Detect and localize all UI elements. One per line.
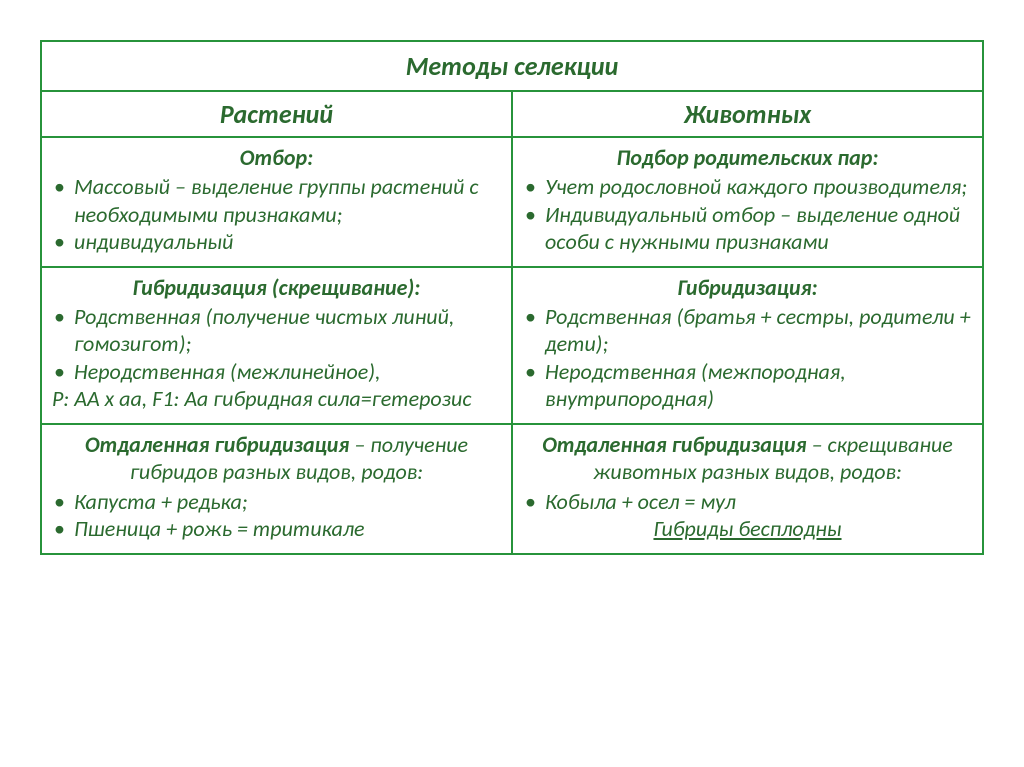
table-row: Гибридизация (скрещивание): Родственная … [41, 267, 983, 424]
cell-animals-selection: Подбор родительских пар: Учет родословно… [512, 137, 983, 267]
list-item: индивидуальный [52, 228, 501, 256]
cell-lead: Отдаленная гибридизация – получение гибр… [52, 431, 501, 486]
cell-heading: Гибридизация (скрещивание): [52, 274, 501, 301]
list-item: Учет родословной каждого производителя; [523, 173, 972, 201]
cell-lead: Отдаленная гибридизация – скрещивание жи… [523, 431, 972, 486]
table-row: Отбор: Массовый – выделение группы расте… [41, 137, 983, 267]
col-right-header: Животных [512, 91, 983, 137]
list-item: Кобыла + осел = мул [523, 488, 972, 516]
cell-plants-hybridization: Гибридизация (скрещивание): Родственная … [41, 267, 512, 424]
list-item: Массовый – выделение группы растений с н… [52, 173, 501, 228]
table-title: Методы селекции [41, 41, 983, 91]
list-item: Индивидуальный отбор – выделение одной о… [523, 201, 972, 256]
list-item: Капуста + редька; [52, 488, 501, 516]
cell-list: Кобыла + осел = мул [523, 488, 972, 516]
cell-heading: Подбор родительских пар: [523, 144, 972, 171]
cell-list: Родственная (получение чистых линий, гом… [52, 303, 501, 386]
cell-list: Капуста + редька; Пшеница + рожь = трити… [52, 488, 501, 543]
column-headers-row: Растений Животных [41, 91, 983, 137]
col-left-header: Растений [41, 91, 512, 137]
cell-heading: Гибридизация: [523, 274, 972, 301]
list-item: Родственная (братья + сестры, родители +… [523, 303, 972, 358]
title-row: Методы селекции [41, 41, 983, 91]
list-item: Родственная (получение чистых линий, гом… [52, 303, 501, 358]
list-item: Неродственная (межпородная, внутрипородн… [523, 358, 972, 413]
cell-plants-distant-hybridization: Отдаленная гибридизация – получение гибр… [41, 424, 512, 554]
selection-methods-table: Методы селекции Растений Животных Отбор:… [40, 40, 984, 555]
lead-bold: Отдаленная гибридизация [542, 431, 806, 458]
cell-animals-distant-hybridization: Отдаленная гибридизация – скрещивание жи… [512, 424, 983, 554]
list-item: Пшеница + рожь = тритикале [52, 515, 501, 543]
cell-list: Массовый – выделение группы растений с н… [52, 173, 501, 256]
cell-list: Учет родословной каждого производителя; … [523, 173, 972, 256]
cell-plants-selection: Отбор: Массовый – выделение группы расте… [41, 137, 512, 267]
cell-tail-line: Р: АА х аа, F1: Аа гибридная сила=гетеро… [52, 385, 501, 413]
cell-animals-hybridization: Гибридизация: Родственная (братья + сест… [512, 267, 983, 424]
list-item: Неродственная (межлинейное), [52, 358, 501, 386]
cell-footer: Гибриды бесплодны [523, 515, 972, 542]
cell-heading: Отбор: [52, 144, 501, 171]
cell-list: Родственная (братья + сестры, родители +… [523, 303, 972, 413]
lead-bold: Отдаленная гибридизация [85, 431, 349, 458]
table-row: Отдаленная гибридизация – получение гибр… [41, 424, 983, 554]
